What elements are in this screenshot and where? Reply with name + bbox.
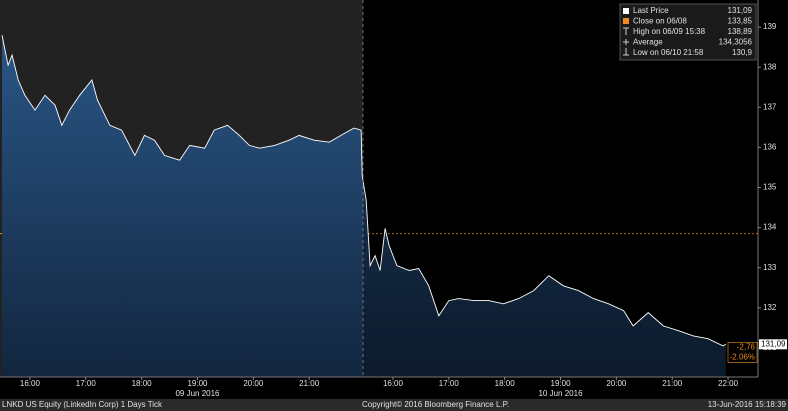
x-tick-label: 21:00 [662,379,683,388]
y-tick-label: 137 [763,102,777,111]
legend-icon [623,18,629,24]
legend-icon [623,8,629,14]
x-tick-label: 20:00 [606,379,627,388]
x-tick-label: 19:00 [551,379,572,388]
legend-icon [623,27,629,35]
y-tick-label: 133 [763,263,777,272]
x-tick-label: 18:00 [495,379,516,388]
area [2,35,726,377]
plot [0,0,758,377]
y-tick-label: 139 [763,22,777,31]
legend-icon [623,48,629,56]
legend-label: Close on 06/08 [633,17,687,26]
legend-value: 138,89 [728,27,753,36]
x-tick-label: 20:00 [243,379,264,388]
legend-value: 131,09 [728,6,753,15]
price-line [1,35,727,347]
change-label: -2,76 [737,342,756,351]
x-tick-label: 21:00 [299,379,320,388]
y-tick-label: 138 [763,62,777,71]
x-tick-label: 16:00 [20,379,41,388]
footer-right: 13-Jun-2016 15:18:39 [708,400,787,409]
last-price-label: 131,09 [761,339,786,348]
legend-label: Last Price [633,6,669,15]
x-tick-label: 17:00 [439,379,460,388]
x-tick-label: 18:00 [132,379,153,388]
x-tick-label: 16:00 [383,379,404,388]
x-tick-label: 19:00 [187,379,208,388]
legend-label: Average [633,38,663,47]
legend-value: 130,9 [732,48,753,57]
legend-label: Low on 06/10 21:58 [633,48,704,57]
footer-left: LNKD US Equity (LinkedIn Corp) 1 Days Ti… [2,400,163,409]
date-label: 09 Jun 2016 [175,389,220,398]
y-tick-label: 134 [763,223,777,232]
legend-label: High on 06/09 15:38 [633,27,706,36]
session-2-shade [363,0,758,377]
footer-center: Copyright© 2016 Bloomberg Finance L.P. [362,400,509,409]
y-tick-label: 136 [763,143,777,152]
legend-box [619,3,757,61]
date-label: 10 Jun 2016 [538,389,583,398]
y-tick-label: 135 [763,183,777,192]
legend-value: 133,85 [728,17,753,26]
legend-value: 134,3056 [719,38,753,47]
change-label: -2.06% [730,352,755,361]
change-box [727,342,758,363]
legend-icon [623,39,629,45]
x-tick-label: 22:00 [718,379,739,388]
x-tick-label: 17:00 [76,379,97,388]
footer-bar [0,399,788,411]
legend: Last Price 131,09 Close on 06/08 133,85 High… [619,3,757,61]
y-tick-label: 132 [763,303,777,312]
last-price-tag [759,339,787,350]
